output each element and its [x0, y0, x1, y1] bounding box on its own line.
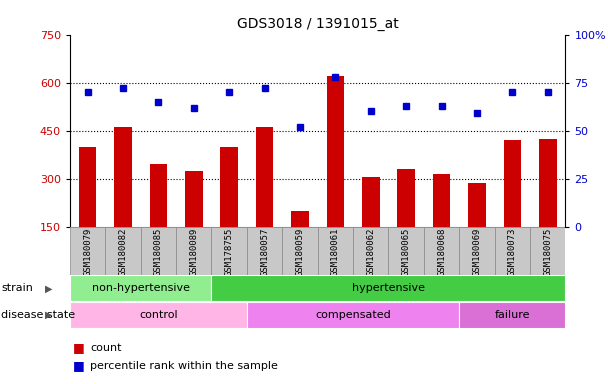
Text: compensated: compensated	[315, 310, 391, 320]
Text: GSM180061: GSM180061	[331, 228, 340, 276]
Bar	[326, 76, 344, 227]
Bar	[424, 227, 459, 275]
Bar	[70, 227, 105, 275]
Bar	[70, 302, 247, 328]
Text: disease state: disease state	[1, 310, 75, 320]
Bar	[353, 227, 389, 275]
Bar	[530, 227, 565, 275]
Text: strain: strain	[1, 283, 33, 293]
Bar	[397, 169, 415, 227]
Text: GSM180082: GSM180082	[119, 228, 128, 276]
Bar	[389, 227, 424, 275]
Bar	[459, 302, 565, 328]
Text: GSM180089: GSM180089	[189, 228, 198, 276]
Text: GSM180069: GSM180069	[472, 228, 482, 276]
Bar	[247, 227, 282, 275]
Text: hypertensive: hypertensive	[352, 283, 425, 293]
Text: ▶: ▶	[46, 310, 53, 320]
Text: GSM180065: GSM180065	[402, 228, 410, 276]
Text: count: count	[90, 343, 122, 353]
Bar	[247, 302, 459, 328]
Text: GSM180085: GSM180085	[154, 228, 163, 276]
Bar	[105, 227, 140, 275]
Bar	[317, 227, 353, 275]
Text: GSM180073: GSM180073	[508, 228, 517, 276]
Bar	[282, 227, 317, 275]
Bar	[459, 227, 495, 275]
Bar	[220, 147, 238, 227]
Text: percentile rank within the sample: percentile rank within the sample	[90, 361, 278, 371]
Text: GSM180062: GSM180062	[366, 228, 375, 276]
Bar	[114, 127, 132, 227]
Bar	[291, 210, 309, 227]
Text: GSM180079: GSM180079	[83, 228, 92, 276]
Bar	[433, 174, 451, 227]
Bar	[185, 170, 202, 227]
Bar	[503, 140, 521, 227]
Text: GSM180059: GSM180059	[295, 228, 305, 276]
Bar	[256, 127, 274, 227]
Bar	[495, 227, 530, 275]
Text: control: control	[139, 310, 178, 320]
Bar	[150, 164, 167, 227]
Bar	[468, 184, 486, 227]
Text: ■: ■	[73, 359, 85, 372]
Bar	[70, 275, 212, 301]
Text: GSM180057: GSM180057	[260, 228, 269, 276]
Text: non-hypertensive: non-hypertensive	[92, 283, 190, 293]
Text: ■: ■	[73, 341, 85, 354]
Title: GDS3018 / 1391015_at: GDS3018 / 1391015_at	[237, 17, 399, 31]
Bar	[140, 227, 176, 275]
Bar	[212, 227, 247, 275]
Bar	[176, 227, 212, 275]
Text: GSM180068: GSM180068	[437, 228, 446, 276]
Text: GSM178755: GSM178755	[225, 228, 233, 276]
Bar	[212, 275, 565, 301]
Bar	[362, 177, 379, 227]
Text: ▶: ▶	[46, 283, 53, 293]
Bar	[79, 147, 97, 227]
Text: failure: failure	[494, 310, 530, 320]
Bar	[539, 139, 556, 227]
Text: GSM180075: GSM180075	[543, 228, 552, 276]
